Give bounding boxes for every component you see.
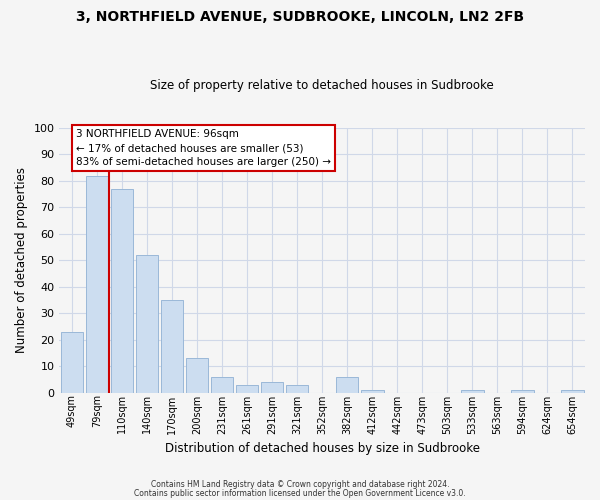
Bar xyxy=(561,390,584,393)
Bar xyxy=(361,390,383,393)
Bar xyxy=(186,358,208,393)
Y-axis label: Number of detached properties: Number of detached properties xyxy=(15,168,28,354)
Title: Size of property relative to detached houses in Sudbrooke: Size of property relative to detached ho… xyxy=(151,79,494,92)
Bar xyxy=(511,390,533,393)
Text: Contains HM Land Registry data © Crown copyright and database right 2024.: Contains HM Land Registry data © Crown c… xyxy=(151,480,449,489)
Text: 3 NORTHFIELD AVENUE: 96sqm
← 17% of detached houses are smaller (53)
83% of semi: 3 NORTHFIELD AVENUE: 96sqm ← 17% of deta… xyxy=(76,129,331,167)
Bar xyxy=(336,377,358,393)
Bar xyxy=(261,382,283,393)
Bar xyxy=(111,189,133,393)
Bar xyxy=(136,255,158,393)
Bar xyxy=(211,377,233,393)
X-axis label: Distribution of detached houses by size in Sudbrooke: Distribution of detached houses by size … xyxy=(165,442,480,455)
Bar xyxy=(461,390,484,393)
Text: Contains public sector information licensed under the Open Government Licence v3: Contains public sector information licen… xyxy=(134,488,466,498)
Bar xyxy=(61,332,83,393)
Bar xyxy=(236,385,259,393)
Bar xyxy=(86,176,108,393)
Bar xyxy=(161,300,184,393)
Text: 3, NORTHFIELD AVENUE, SUDBROOKE, LINCOLN, LN2 2FB: 3, NORTHFIELD AVENUE, SUDBROOKE, LINCOLN… xyxy=(76,10,524,24)
Bar xyxy=(286,385,308,393)
